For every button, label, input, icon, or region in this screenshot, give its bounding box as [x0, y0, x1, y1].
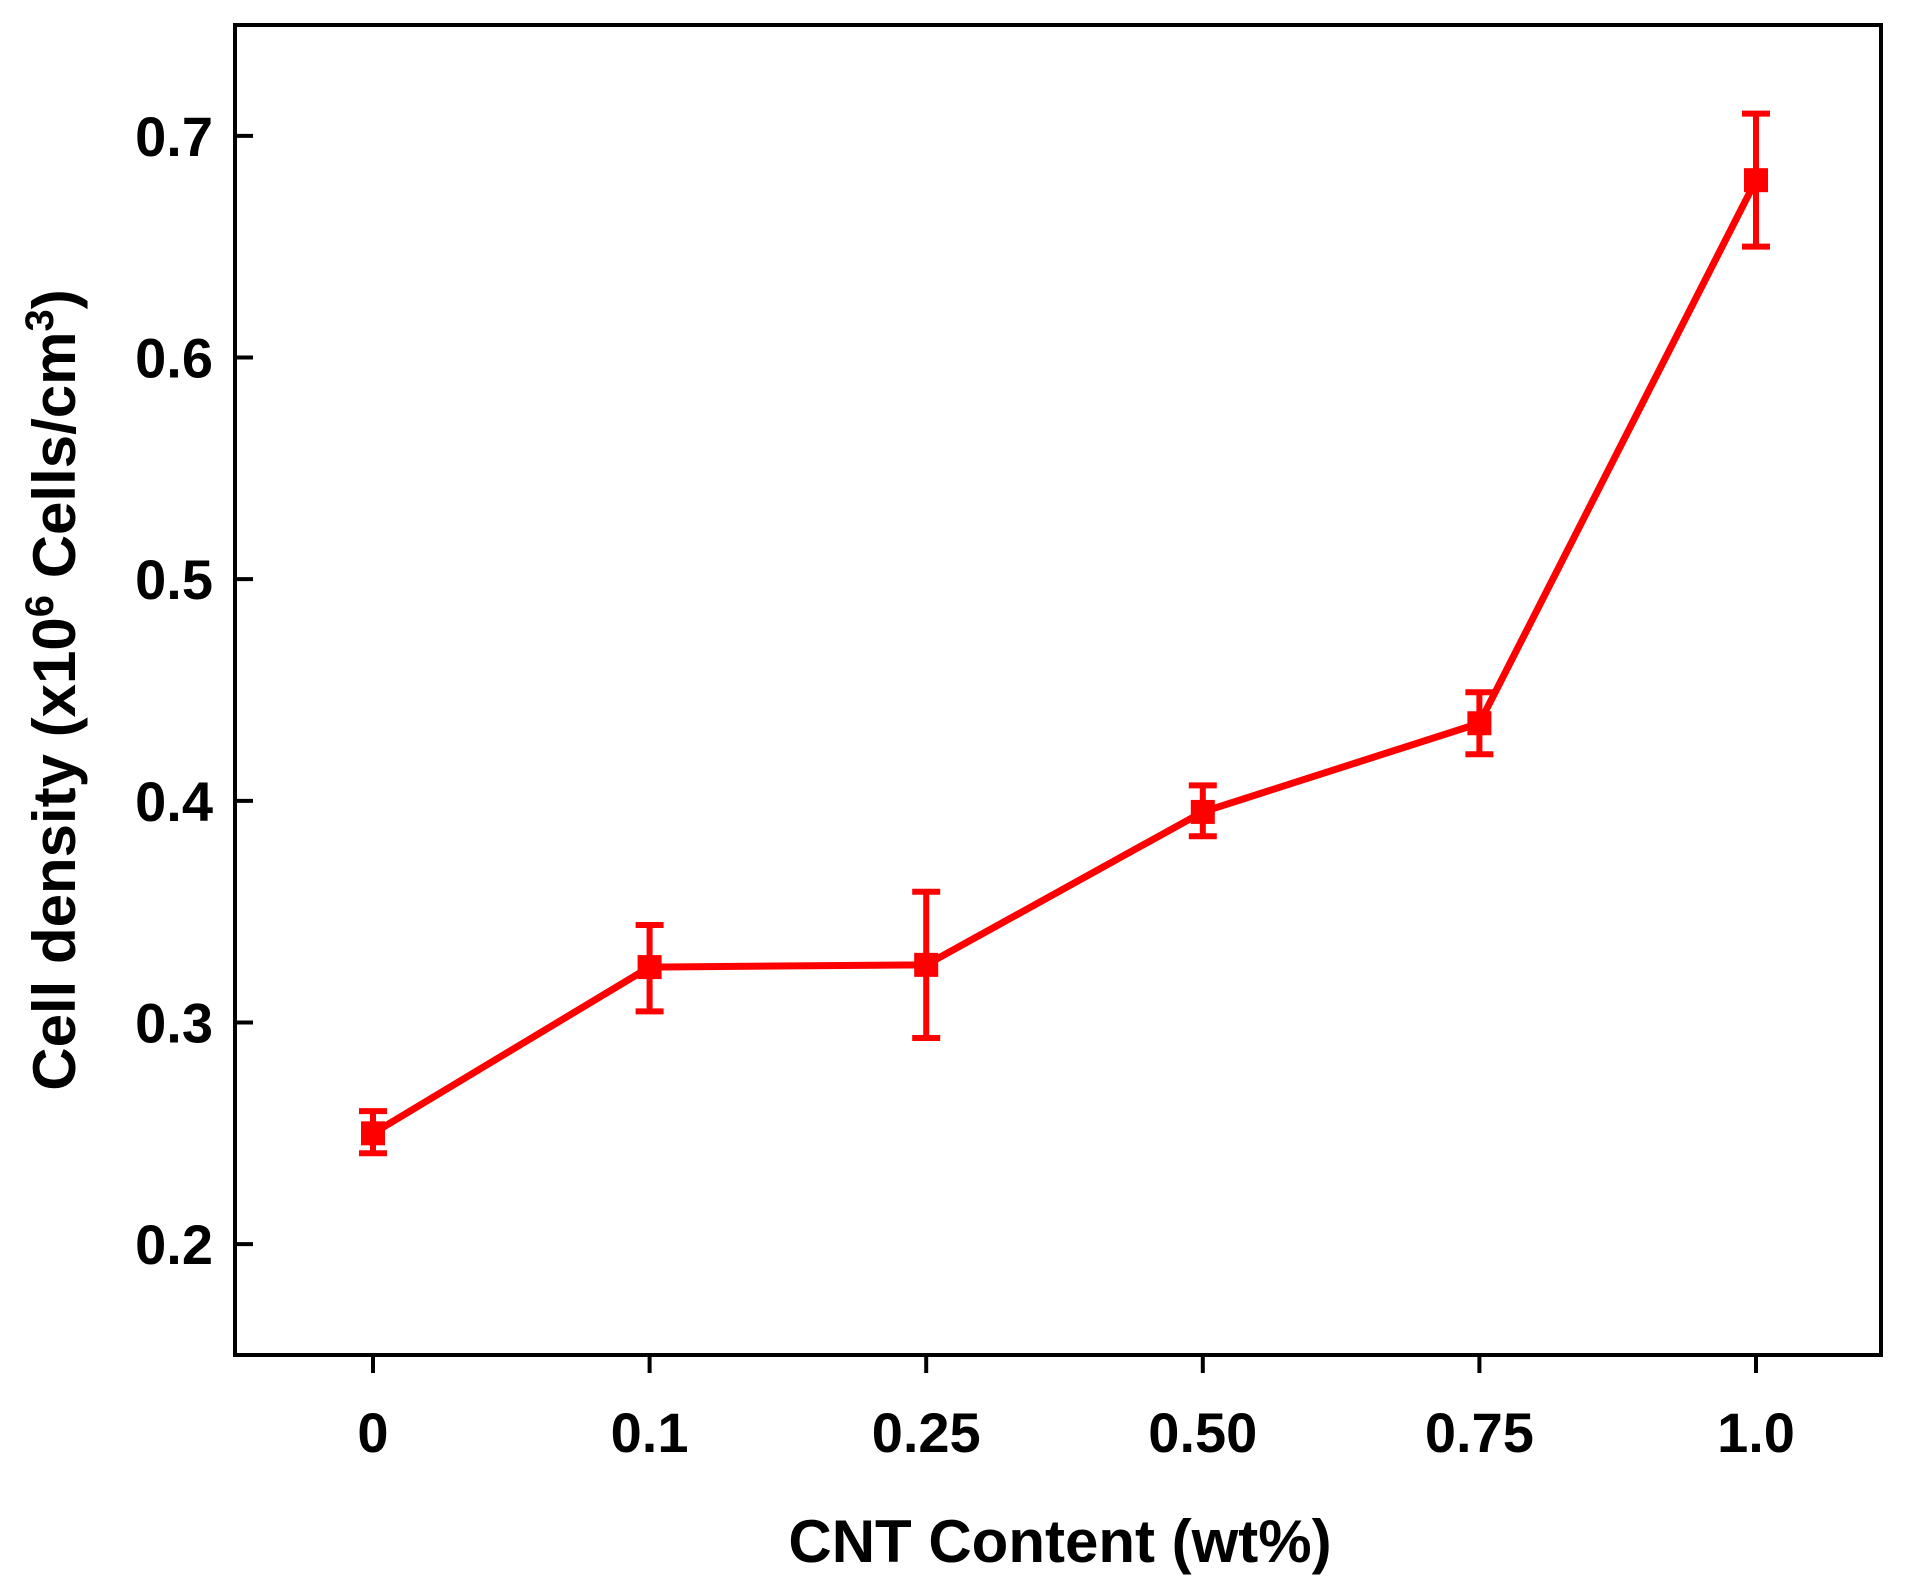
- data-point: [1190, 799, 1215, 824]
- x-tick-label: 0: [357, 1401, 388, 1464]
- y-axis-title: Cell density (x106 Cells/cm3): [18, 289, 88, 1090]
- y-tick-label: 0.4: [135, 770, 213, 833]
- y-axis-title-mid: Cells/cm: [21, 331, 88, 594]
- plot-frame: [233, 23, 1883, 1357]
- data-point: [637, 955, 662, 980]
- x-axis: 0 0.1 0.25 0.50 0.75 1.0: [357, 1355, 1795, 1464]
- x-tick-label: 1.0: [1717, 1401, 1795, 1464]
- data-point: [914, 952, 939, 977]
- y-axis-title-prefix: Cell density (x10: [21, 617, 88, 1091]
- series-line: [371, 178, 1760, 1137]
- y-tick-label: 0.6: [135, 327, 213, 390]
- x-tick-label: 0.25: [872, 1401, 981, 1464]
- x-tick-label: 0.75: [1425, 1401, 1534, 1464]
- y-tick-label: 0.5: [135, 548, 213, 611]
- y-axis-title-suffix: ): [21, 289, 88, 309]
- x-axis-title: CNT Content (wt%): [788, 1508, 1331, 1575]
- y-tick-label: 0.3: [135, 992, 213, 1055]
- y-tick-label: 0.7: [135, 105, 213, 168]
- y-axis-title-exp1: 6: [18, 595, 62, 617]
- y-tick-label: 0.2: [135, 1213, 213, 1276]
- y-axis: 0.2 0.3 0.4 0.5 0.6 0.7: [135, 105, 253, 1276]
- data-point: [1744, 168, 1768, 193]
- series-layer: [359, 110, 1770, 1157]
- x-tick-label: 0.1: [611, 1401, 689, 1464]
- y-axis-title-exp2: 3: [18, 309, 62, 331]
- x-tick-label: 0.50: [1148, 1401, 1257, 1464]
- data-point: [361, 1121, 385, 1146]
- data-point: [1467, 711, 1492, 736]
